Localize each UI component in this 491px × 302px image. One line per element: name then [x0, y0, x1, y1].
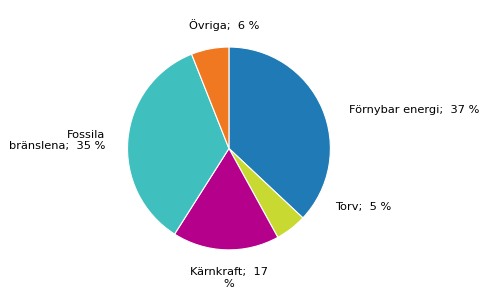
- Wedge shape: [229, 47, 330, 218]
- Text: Förnybar energi;  37 %: Förnybar energi; 37 %: [349, 105, 479, 115]
- Text: Kärnkraft;  17
%: Kärnkraft; 17 %: [190, 268, 268, 289]
- Text: Övriga;  6 %: Övriga; 6 %: [189, 19, 259, 31]
- Wedge shape: [191, 47, 229, 149]
- Text: Torv;  5 %: Torv; 5 %: [335, 202, 392, 212]
- Wedge shape: [128, 54, 229, 234]
- Wedge shape: [229, 149, 303, 237]
- Text: Fossila
bränslena;  35 %: Fossila bränslena; 35 %: [9, 130, 105, 151]
- Wedge shape: [175, 149, 278, 250]
